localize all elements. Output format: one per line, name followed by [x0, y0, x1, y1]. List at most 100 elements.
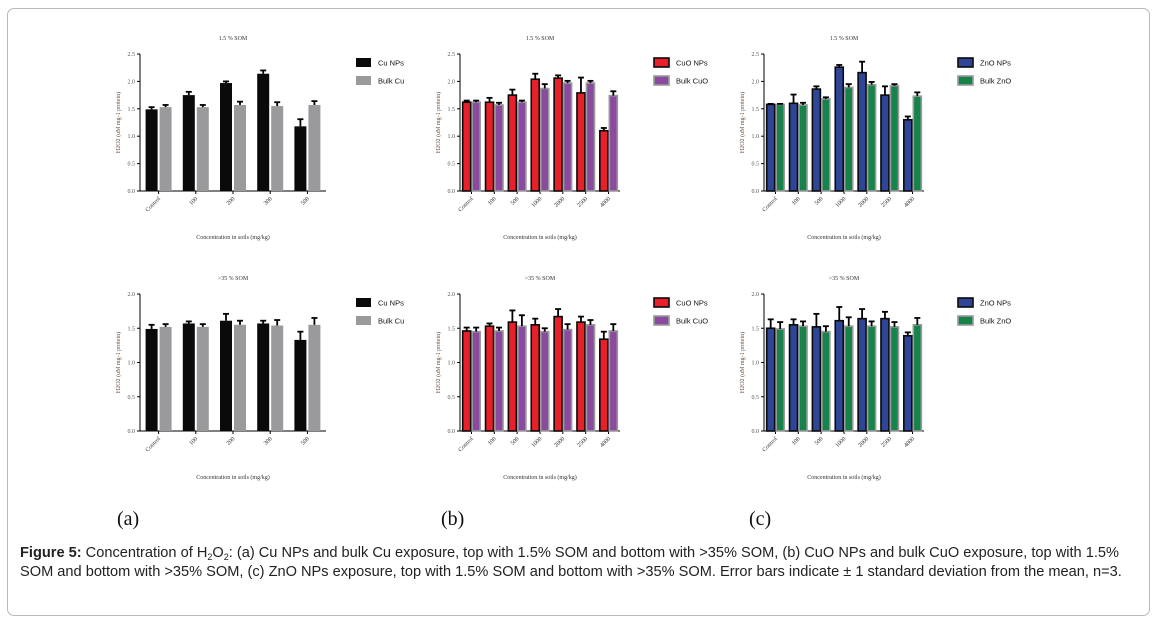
- legend-label: ZnO NPs: [980, 299, 1011, 308]
- bar: [553, 77, 563, 192]
- bar: [608, 94, 619, 192]
- caption-sub-2: 2: [223, 552, 229, 562]
- legend-swatch: [356, 298, 371, 307]
- bar: [903, 334, 913, 432]
- x-tick-label: 2000: [554, 436, 567, 449]
- chart-svg: >35 % SOM 0.0 0.5 1.0 1.5 2.0 H2O2 (uM mg-1 pr…: [739, 276, 1011, 481]
- bar: [765, 327, 776, 432]
- bar: [880, 317, 890, 432]
- legend-label: Cu NPs: [378, 299, 404, 308]
- x-tick-label: 2000: [858, 436, 871, 449]
- legend-swatch: [957, 315, 974, 326]
- bar: [471, 101, 481, 192]
- chart-title: 1.5 % SOM: [219, 36, 248, 42]
- bar: [798, 104, 808, 192]
- x-tick-label: 2000: [554, 196, 567, 209]
- x-tick-label: 500: [814, 436, 825, 447]
- y-tick-label: 2.5: [752, 52, 760, 58]
- y-tick-label: 0.5: [128, 162, 136, 168]
- x-tick-label: 2500: [576, 196, 589, 209]
- legend-swatch: [653, 57, 670, 68]
- chart-svg: 1.5 % SOM 0.0 0.5 1.0 1.5 2.0 2.5 H2O2 (uM mg-1…: [435, 36, 708, 241]
- bar: [539, 87, 550, 192]
- y-tick-label: 0.5: [448, 162, 456, 168]
- bar: [507, 321, 518, 432]
- legend-swatch: [653, 75, 670, 86]
- bar: [866, 325, 877, 432]
- y-tick-label: 2.0: [128, 79, 136, 85]
- bar: [220, 320, 232, 431]
- y-tick-label: 1.0: [128, 134, 136, 140]
- y-tick-label: 0.5: [128, 395, 136, 401]
- x-tick-label: 2500: [880, 436, 893, 449]
- bar: [530, 324, 541, 432]
- bar: [608, 330, 619, 432]
- x-tick-label: 100: [791, 196, 802, 207]
- panel-label-a: (a): [117, 508, 140, 530]
- legend-label: Bulk ZnO: [980, 317, 1011, 326]
- y-axis-label: H2O2 (uM mg-1 protein): [435, 332, 442, 393]
- y-axis-label: H2O2 (uM mg-1 protein): [115, 92, 122, 153]
- bar: [912, 95, 923, 192]
- legend-swatch: [653, 315, 670, 326]
- chart-title: >35 % SOM: [218, 276, 249, 282]
- x-tick-label: 1000: [835, 196, 848, 209]
- chart-c-top: 1.5 % SOM 0.0 0.5 1.0 1.5 2.0 2.5 H2O2 (uM mg-1…: [732, 30, 1052, 255]
- y-tick-label: 2.0: [128, 292, 136, 298]
- y-tick-label: 0.0: [448, 189, 456, 195]
- bar: [308, 104, 321, 191]
- x-tick-label: Control: [145, 436, 162, 453]
- x-tick-label: Control: [458, 196, 475, 213]
- x-tick-label: 4000: [599, 436, 612, 449]
- bar: [857, 317, 867, 432]
- bar: [484, 325, 495, 432]
- x-tick-label: Control: [762, 436, 779, 453]
- legend-swatch: [653, 297, 670, 308]
- y-tick-label: 0.0: [128, 429, 136, 435]
- bar: [294, 126, 307, 191]
- bar: [145, 109, 158, 191]
- x-tick-label: 100: [189, 196, 200, 207]
- legend-label: Bulk ZnO: [980, 77, 1011, 86]
- y-tick-label: 1.5: [128, 107, 136, 113]
- chart-c-bottom: >35 % SOM 0.0 0.5 1.0 1.5 2.0 H2O2 (uM mg-1 pr…: [732, 270, 1052, 495]
- bar: [576, 92, 586, 192]
- legend-label: Cu NPs: [378, 59, 404, 68]
- bar: [234, 324, 246, 431]
- y-tick-label: 1.5: [752, 326, 760, 332]
- bar: [517, 101, 527, 192]
- x-tick-label: 1000: [531, 436, 544, 449]
- y-tick-label: 0.0: [128, 189, 136, 195]
- x-tick-label: 500: [510, 436, 521, 447]
- bar: [220, 83, 232, 191]
- y-axis-label: H2O2 (uM mg-1 protein): [739, 332, 746, 393]
- x-tick-label: 2500: [576, 436, 589, 449]
- bar: [834, 66, 845, 192]
- y-tick-label: 1.0: [752, 134, 760, 140]
- x-tick-label: 2000: [858, 196, 871, 209]
- caption-text-3: : (a) Cu NPs and bulk Cu exposure, top w…: [20, 545, 1122, 580]
- x-axis-label: Concentration in soils (mg/kg): [503, 474, 577, 481]
- bar: [903, 118, 913, 192]
- bar: [234, 104, 246, 191]
- bar: [471, 330, 481, 432]
- bar: [308, 324, 321, 431]
- x-tick-label: 500: [300, 436, 311, 447]
- bar: [257, 323, 270, 431]
- y-tick-label: 0.0: [752, 429, 760, 435]
- bar: [539, 330, 550, 432]
- figure-caption: Figure 5: Concentration of H2O2: (a) Cu …: [20, 544, 1140, 582]
- y-tick-label: 2.0: [448, 79, 456, 85]
- bar: [196, 107, 209, 191]
- y-tick-label: 2.0: [752, 292, 760, 298]
- bar: [294, 339, 307, 431]
- bar: [530, 78, 541, 192]
- legend-label: Bulk Cu: [378, 77, 404, 86]
- bar: [834, 319, 845, 432]
- chart-title: >35 % SOM: [525, 276, 556, 282]
- chart-svg: 1.5 % SOM 0.0 0.5 1.0 1.5 2.0 2.5 H2O2 (uM mg-1…: [115, 36, 404, 241]
- legend-swatch: [356, 76, 371, 85]
- x-tick-label: 100: [189, 436, 200, 447]
- bar: [866, 83, 877, 192]
- x-tick-label: 4000: [903, 436, 916, 449]
